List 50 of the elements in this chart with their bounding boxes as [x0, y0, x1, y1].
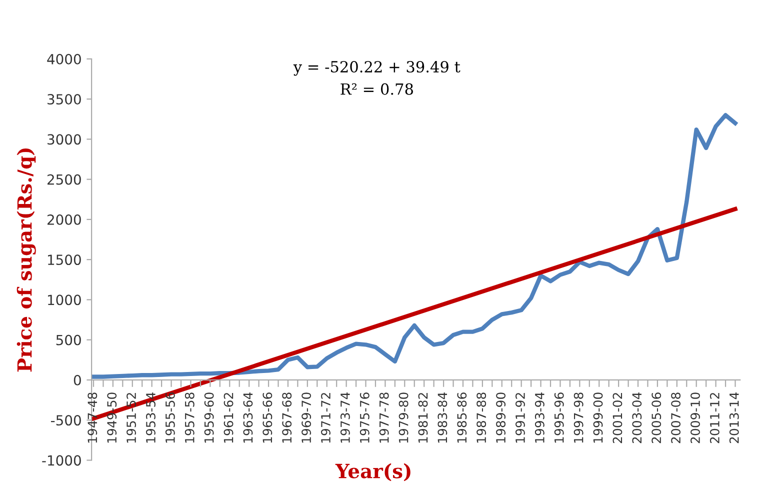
x-tick-label: 2003-04 [632, 392, 642, 444]
x-tick-label: 1977-78 [379, 392, 389, 443]
x-tick-label: 1989-90 [496, 392, 506, 443]
x-tick-label: 1987-88 [476, 392, 486, 443]
y-tick-label: 2500 [48, 174, 81, 185]
x-tick-label: 2011-12 [710, 393, 720, 444]
x-tick-label: 1953-54 [146, 392, 156, 443]
x-tick-label: 1981-82 [418, 393, 428, 443]
x-tick-label: 1951-52 [126, 393, 136, 443]
x-tick-label: 1957-58 [184, 392, 194, 443]
x-tick-label: 1995-96 [554, 392, 564, 443]
x-tick-label: 1983-84 [438, 392, 448, 443]
x-tick-label: 1997-98 [574, 392, 584, 443]
y-tick-label: 2000 [48, 214, 81, 225]
x-tick-label: 1991-92 [516, 393, 525, 443]
x-tick-label: 1975-76 [360, 392, 370, 443]
x-tick-label: 2013-14 [729, 392, 739, 444]
annotation: R² = 0.78 [340, 83, 413, 95]
y-tick-label: -500 [50, 415, 81, 426]
x-tick-label: 1947-48 [88, 392, 98, 443]
x-tick-label: 1993-94 [534, 392, 544, 443]
x-axis-title: Year(s) [335, 463, 410, 482]
line-series [92, 113, 738, 379]
x-tick-label: 1949-50 [107, 392, 117, 443]
x-tick-label: 1963-64 [243, 392, 253, 443]
x-tick-label: 1961-62 [224, 393, 234, 443]
x-tick-label: 1971-72 [321, 393, 330, 443]
y-tick-label: 4000 [47, 54, 81, 64]
x-tick-label: 2009-10 [690, 392, 700, 444]
x-tick-label: 1967-68 [282, 392, 292, 443]
annotation: y = -520.22 + 39.49 t [293, 60, 460, 76]
y-tick-label: -1000 [42, 455, 81, 466]
x-tick-label: 1955-56 [165, 392, 175, 443]
y-tick-label: 500 [56, 334, 81, 346]
x-tick-label: 1959-60 [204, 392, 214, 443]
x-tick-label: 1965-66 [262, 392, 272, 443]
y-tick-label: 1500 [48, 254, 81, 266]
y-tick-label: 0 [74, 374, 81, 386]
y-tick-label: 3000 [48, 134, 81, 145]
x-tick-label: 2005-06 [652, 392, 662, 444]
x-tick-label: 1969-70 [302, 392, 312, 443]
y-tick-label: 3500 [48, 94, 81, 105]
y-axis-title: Price of sugar(Rs./q) [16, 148, 36, 372]
x-tick-label: 1973-74 [340, 392, 350, 443]
x-tick-label: 1999-00 [593, 392, 603, 443]
x-tick-label: 1979-80 [398, 392, 408, 443]
y-tick-label: 1000 [48, 294, 81, 306]
x-tick-label: 2001-02 [612, 393, 622, 444]
x-tick-label: 1985-86 [457, 392, 467, 443]
x-tick-label: 2007-08 [671, 392, 681, 444]
